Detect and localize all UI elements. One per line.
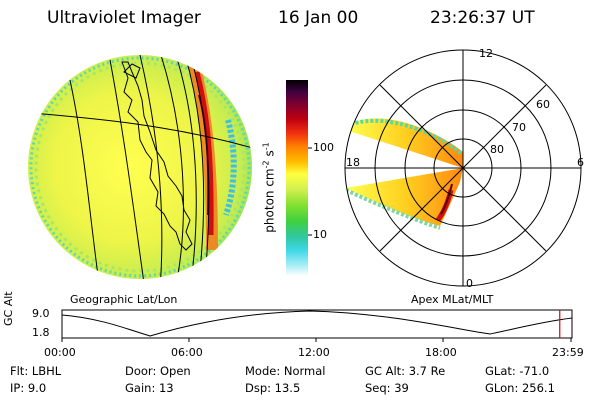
- colorbar: [286, 80, 312, 276]
- timeline-plot: [61, 309, 573, 342]
- timeline-xtick-3: 18:00: [425, 346, 457, 359]
- info-dsp: Dsp: 13.5: [245, 381, 301, 395]
- polar-plot: [344, 49, 582, 287]
- lat-label-70: 70: [512, 121, 526, 134]
- info-mode: Mode: Normal: [245, 364, 326, 378]
- colorbar-label: photon cm-2 s-1: [261, 142, 277, 233]
- timeline-ytick-top: 9.0: [32, 307, 50, 320]
- info-gain: Gain: 13: [125, 381, 174, 395]
- colorbar-tick-100: 100: [313, 141, 334, 154]
- mlt-label-6: 6: [577, 156, 584, 169]
- info-door: Door: Open: [125, 364, 191, 378]
- info-glat: GLat: -71.0: [485, 364, 550, 378]
- earth-disk: [28, 55, 252, 279]
- info-flt: Flt: LBHL: [10, 364, 62, 378]
- mlt-label-0: 0: [466, 277, 473, 290]
- info-ip: IP: 9.0: [10, 381, 47, 395]
- timeline-xtick-1: 06:00: [171, 346, 203, 359]
- mlt-label-18: 18: [346, 156, 360, 169]
- timeline-xtick-4: 23:59: [552, 346, 584, 359]
- right-panel-caption: Apex MLat/MLT: [411, 293, 494, 306]
- timeline-ytick-bottom: 1.8: [32, 326, 50, 339]
- header-time: 23:26:37 UT: [430, 8, 535, 28]
- info-glon: GLon: 256.1: [485, 381, 555, 395]
- info-seq: Seq: 39: [365, 381, 409, 395]
- colorbar-tick-10: 10: [313, 228, 327, 241]
- header-date: 16 Jan 00: [278, 8, 359, 28]
- app-title: Ultraviolet Imager: [47, 8, 201, 28]
- timeline-ylabel: GC Alt: [2, 291, 15, 326]
- info-gc-alt: GC Alt: 3.7 Re: [365, 364, 446, 378]
- mlt-label-12: 12: [479, 47, 493, 60]
- lat-label-80: 80: [490, 143, 504, 156]
- timeline-xtick-2: 12:00: [298, 346, 330, 359]
- auroral-oval: [346, 118, 463, 226]
- lat-label-60: 60: [536, 98, 550, 111]
- left-panel-caption: Geographic Lat/Lon: [70, 293, 178, 306]
- timeline-xtick-0: 00:00: [44, 346, 76, 359]
